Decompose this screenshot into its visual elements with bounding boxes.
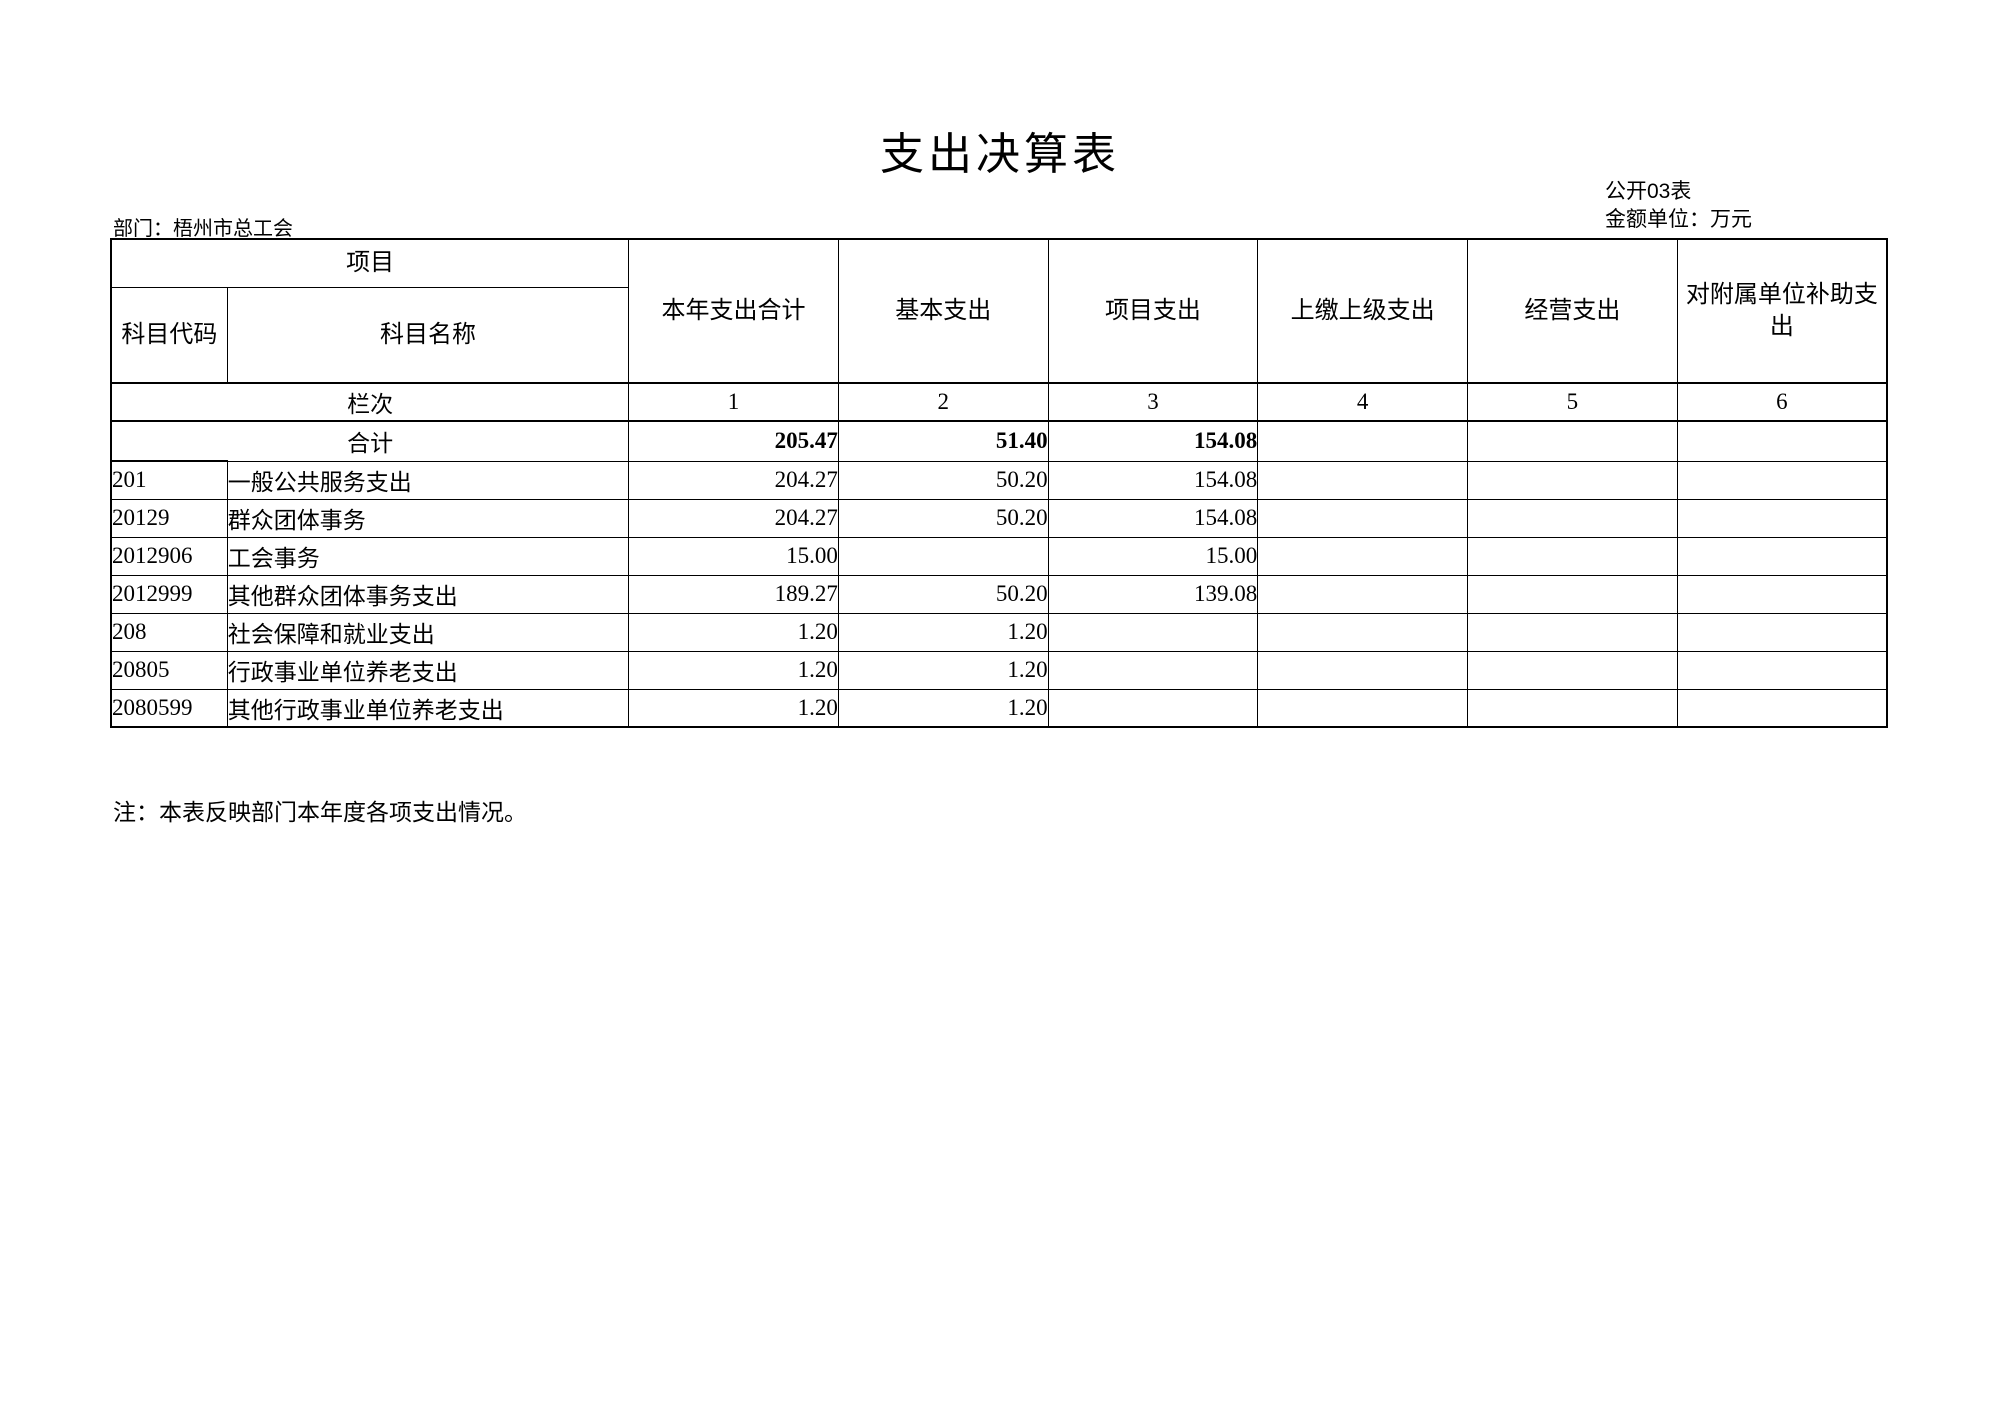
column-number-5: 5: [1467, 382, 1678, 422]
row-value-2: [837, 536, 1049, 576]
header-operating-expenditure: 经营支出: [1467, 238, 1678, 384]
row-value-6: [1676, 574, 1888, 614]
row-value-1: 1.20: [628, 650, 839, 690]
row-value-4: [1257, 612, 1468, 652]
row-value-1: 1.20: [628, 688, 839, 728]
form-number: 公开03表: [1605, 180, 1692, 203]
row-value-3: [1047, 688, 1259, 728]
row-value-2: 50.20: [837, 574, 1049, 614]
row-value-3: [1047, 650, 1259, 690]
expenditure-table: 项目 本年支出合计 基本支出 项目支出 上缴上级支出 经营支出 对附属单位补助支…: [109, 238, 1888, 728]
row-value-5: [1467, 688, 1678, 728]
header-basic-expenditure: 基本支出: [837, 238, 1049, 384]
row-name: 行政事业单位养老支出: [226, 650, 630, 690]
page-title: 支出决算表: [880, 130, 1120, 179]
column-number-2: 2: [837, 382, 1049, 422]
row-value-4: [1257, 536, 1468, 576]
row-value-2: 50.20: [837, 460, 1049, 500]
row-value-2: 1.20: [837, 650, 1049, 690]
table-row: 208 社会保障和就业支出 1.20 1.20: [109, 612, 1888, 652]
row-value-1: 15.00: [628, 536, 839, 576]
column-number-label: 栏次: [110, 382, 630, 422]
row-value-6: [1676, 650, 1888, 690]
table-row: 2012906 工会事务 15.00 15.00: [109, 536, 1888, 576]
row-value-3: [1047, 612, 1259, 652]
total-row-label: 合计: [110, 420, 630, 462]
row-code: 208: [109, 612, 228, 652]
row-name: 工会事务: [226, 536, 630, 576]
row-value-5: [1467, 460, 1678, 500]
total-row-value-1: 205.47: [628, 420, 839, 462]
header-subject-name: 科目名称: [226, 286, 630, 384]
row-code: 2012906: [109, 536, 228, 576]
row-value-3: 154.08: [1047, 460, 1259, 500]
row-name: 社会保障和就业支出: [226, 612, 630, 652]
table-row: 2012999 其他群众团体事务支出 189.27 50.20 139.08: [109, 574, 1888, 614]
column-number-3: 3: [1047, 382, 1259, 422]
column-number-6: 6: [1676, 382, 1888, 422]
table-header-row-sub: 科目代码 科目名称: [109, 286, 1887, 384]
header-remit-superior-expenditure: 上缴上级支出: [1257, 238, 1468, 384]
row-value-6: [1676, 536, 1888, 576]
header-group-project: 项目: [110, 238, 630, 288]
row-value-6: [1676, 498, 1888, 538]
row-value-1: 189.27: [628, 574, 839, 614]
total-row-value-2: 51.40: [837, 420, 1049, 462]
row-value-4: [1257, 498, 1468, 538]
table-row: 20805 行政事业单位养老支出 1.20 1.20: [109, 650, 1888, 690]
total-row-value-4: [1257, 420, 1468, 462]
row-name: 其他行政事业单位养老支出: [226, 688, 630, 728]
row-value-1: 204.27: [628, 498, 839, 538]
row-value-2: 50.20: [837, 498, 1049, 538]
row-value-6: [1676, 612, 1888, 652]
row-value-2: 1.20: [837, 688, 1049, 728]
row-value-5: [1467, 574, 1678, 614]
row-value-5: [1467, 650, 1678, 690]
row-code: 201: [109, 460, 228, 500]
table-footnote: 注：本表反映部门本年度各项支出情况。: [113, 800, 527, 825]
department-label: 部门：梧州市总工会: [113, 218, 293, 240]
row-name: 群众团体事务: [226, 498, 630, 538]
row-value-3: 139.08: [1047, 574, 1259, 614]
header-subsidy-affiliated-units: 对附属单位补助支出: [1676, 238, 1888, 384]
row-value-4: [1257, 574, 1468, 614]
table-row: 2080599 其他行政事业单位养老支出 1.20 1.20: [109, 688, 1888, 728]
row-value-2: 1.20: [837, 612, 1049, 652]
total-row-value-5: [1467, 420, 1678, 462]
document-meta-right: 公开03表 金额单位：万元: [1605, 178, 1752, 234]
table-row: 201 一般公共服务支出 204.27 50.20 154.08: [109, 460, 1888, 500]
row-code: 2080599: [109, 688, 228, 728]
table-row: 20129 群众团体事务 204.27 50.20 154.08: [109, 498, 1888, 538]
column-number-4: 4: [1257, 382, 1468, 422]
row-code: 2012999: [109, 574, 228, 614]
row-value-5: [1467, 498, 1678, 538]
row-value-6: [1676, 688, 1888, 728]
row-value-4: [1257, 460, 1468, 500]
total-row-value-6: [1676, 420, 1888, 462]
row-name: 其他群众团体事务支出: [226, 574, 630, 614]
table-header-row-group: 项目 本年支出合计 基本支出 项目支出 上缴上级支出 经营支出 对附属单位补助支…: [110, 238, 1888, 384]
row-value-3: 15.00: [1047, 536, 1259, 576]
column-number-row: 栏次 1 2 3 4 5 6: [110, 382, 1888, 422]
row-value-3: 154.08: [1047, 498, 1259, 538]
row-value-4: [1257, 688, 1468, 728]
header-total-expenditure: 本年支出合计: [628, 238, 839, 384]
column-number-1: 1: [628, 382, 839, 422]
row-value-1: 1.20: [628, 612, 839, 652]
row-value-4: [1257, 650, 1468, 690]
header-project-expenditure: 项目支出: [1047, 238, 1259, 384]
row-code: 20129: [109, 498, 228, 538]
row-value-1: 204.27: [628, 460, 839, 500]
amount-unit: 金额单位：万元: [1605, 208, 1752, 231]
row-value-6: [1676, 460, 1888, 500]
row-name: 一般公共服务支出: [226, 460, 630, 500]
total-row: 合计 205.47 51.40 154.08: [110, 420, 1888, 462]
total-row-value-3: 154.08: [1047, 420, 1259, 462]
header-subject-code: 科目代码: [109, 286, 228, 384]
row-value-5: [1467, 612, 1678, 652]
row-code: 20805: [109, 650, 228, 690]
row-value-5: [1467, 536, 1678, 576]
